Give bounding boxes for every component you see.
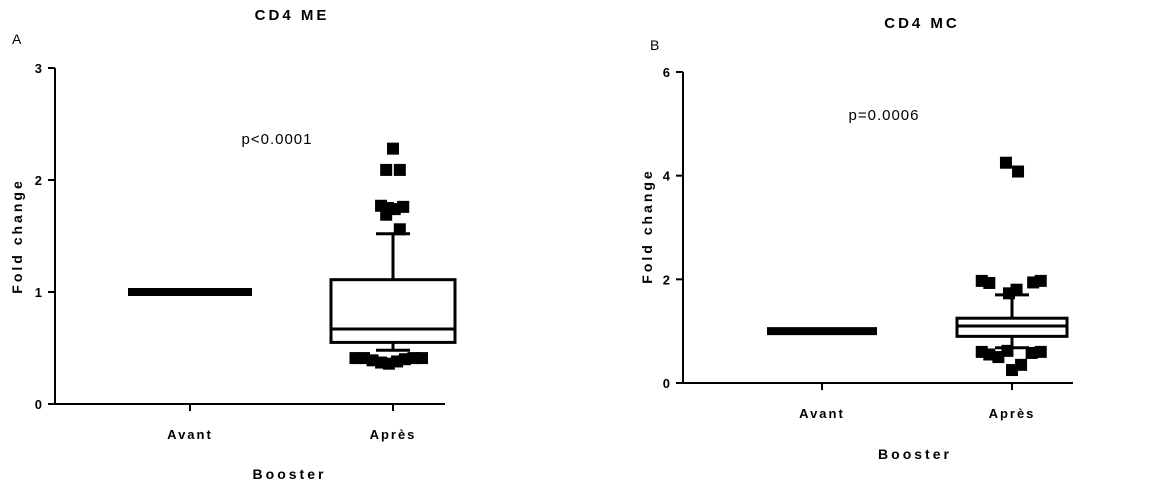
chart-b-x-axis-label: Booster	[878, 446, 952, 462]
chart-b-apres-outlier-point	[983, 348, 996, 361]
chart-a-y-tick-label: 0	[35, 397, 42, 412]
chart-a-y-tick-label: 2	[35, 173, 42, 188]
chart-b-apres-outlier-point	[1010, 283, 1023, 296]
chart-b-y-tick-label: 2	[663, 272, 670, 287]
panel-a-letter: A	[12, 31, 22, 47]
chart-a-x-tick-label: Après	[370, 427, 417, 442]
chart-b-apres-outlier-point	[999, 156, 1012, 169]
chart-b-y-tick-label: 0	[663, 376, 670, 391]
chart-b-y-axis-label: Fold change	[639, 168, 655, 283]
chart-a-title: CD4 ME	[255, 7, 330, 24]
chart-a-apres-outlier-point	[393, 223, 406, 236]
chart-b-p-value: p=0.0006	[849, 107, 920, 124]
chart-a-y-tick-label: 3	[35, 61, 42, 76]
chart-a-apres-outlier-point	[415, 352, 428, 365]
panel-b-letter: B	[650, 37, 660, 53]
chart-a-apres-outlier-point	[393, 163, 406, 176]
chart-b-x-tick-label: Avant	[799, 406, 845, 421]
chart-a-y-axis-label: Fold change	[9, 178, 25, 293]
chart-b-apres-outlier-point	[1006, 364, 1018, 377]
chart-b-apres-outlier-point	[983, 276, 996, 289]
chart-b-apres-outlier-point	[1012, 165, 1025, 178]
chart-a-p-value: p<0.0001	[242, 131, 313, 148]
chart-a-x-tick-label: Avant	[167, 427, 213, 442]
chart-b-x-tick-label: Après	[989, 406, 1036, 421]
chart-b-y-tick-label: 6	[663, 65, 670, 80]
chart-a-y-tick-label: 1	[35, 285, 42, 300]
chart-b-apres-outlier-point	[1034, 274, 1047, 287]
chart-b-title: CD4 MC	[884, 15, 960, 32]
chart-a-apres-outlier-point	[397, 200, 410, 213]
chart-b-apres-outlier-point	[1015, 358, 1028, 371]
chart-b-apres-outlier-point	[1001, 344, 1014, 357]
chart-b-apres-outlier-point	[1034, 345, 1047, 358]
chart-a-apres-outlier-point	[380, 163, 393, 176]
chart-b-y-tick-label: 4	[663, 169, 671, 184]
chart-a-x-axis-label: Booster	[253, 466, 327, 482]
chart-a-apres-outlier-point	[387, 142, 399, 155]
chart-b-apres-outlier-point	[992, 351, 1005, 364]
chart-b-apres-outlier-point	[1025, 346, 1038, 359]
chart-a-apres-box	[329, 278, 457, 344]
chart-a-apres-outlier-point	[380, 208, 393, 221]
